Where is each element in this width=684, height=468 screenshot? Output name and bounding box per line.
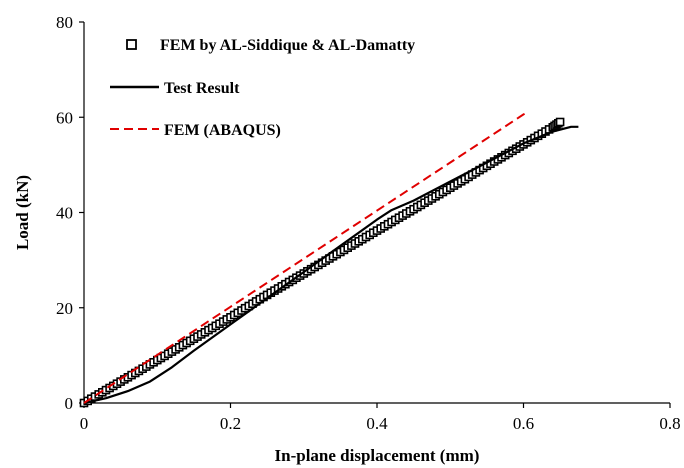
series-line-fem-abaqus [83,111,528,404]
x-tick-label: 0.8 [659,414,680,433]
y-tick-label: 20 [56,299,73,318]
legend-label-fem-abaqus: FEM (ABAQUS) [164,122,281,139]
legend: FEM by AL-Siddique & AL-Damatty Test Res… [110,37,415,139]
y-tick-label: 0 [65,394,74,413]
legend-square-marker-icon [126,39,137,50]
legend-item-fem-abaqus: FEM (ABAQUS) [110,122,281,139]
x-tick-label: 0.4 [366,414,388,433]
y-tick-label: 60 [56,108,73,127]
y-tick-label: 40 [56,204,73,223]
data-point-fem-siddique [555,117,565,127]
x-tick-label: 0 [80,414,89,433]
plot-series [79,111,579,408]
x-axis-label: In-plane displacement (mm) [275,446,480,465]
x-tick-label: 0.6 [513,414,534,433]
y-axis-label: Load (kN) [13,175,32,250]
series-line-test-result [83,125,579,405]
y-tick-label: 80 [56,13,73,32]
legend-label-test-result: Test Result [164,80,240,97]
x-tick-label: 0.2 [220,414,241,433]
ticks: 0 0.2 0.4 0.6 0.8 0 20 40 60 80 [56,13,681,433]
legend-item-test-result: Test Result [110,80,240,97]
legend-item-fem-siddique: FEM by AL-Siddique & AL-Damatty [126,37,415,54]
legend-label-fem-siddique: FEM by AL-Siddique & AL-Damatty [160,37,415,54]
